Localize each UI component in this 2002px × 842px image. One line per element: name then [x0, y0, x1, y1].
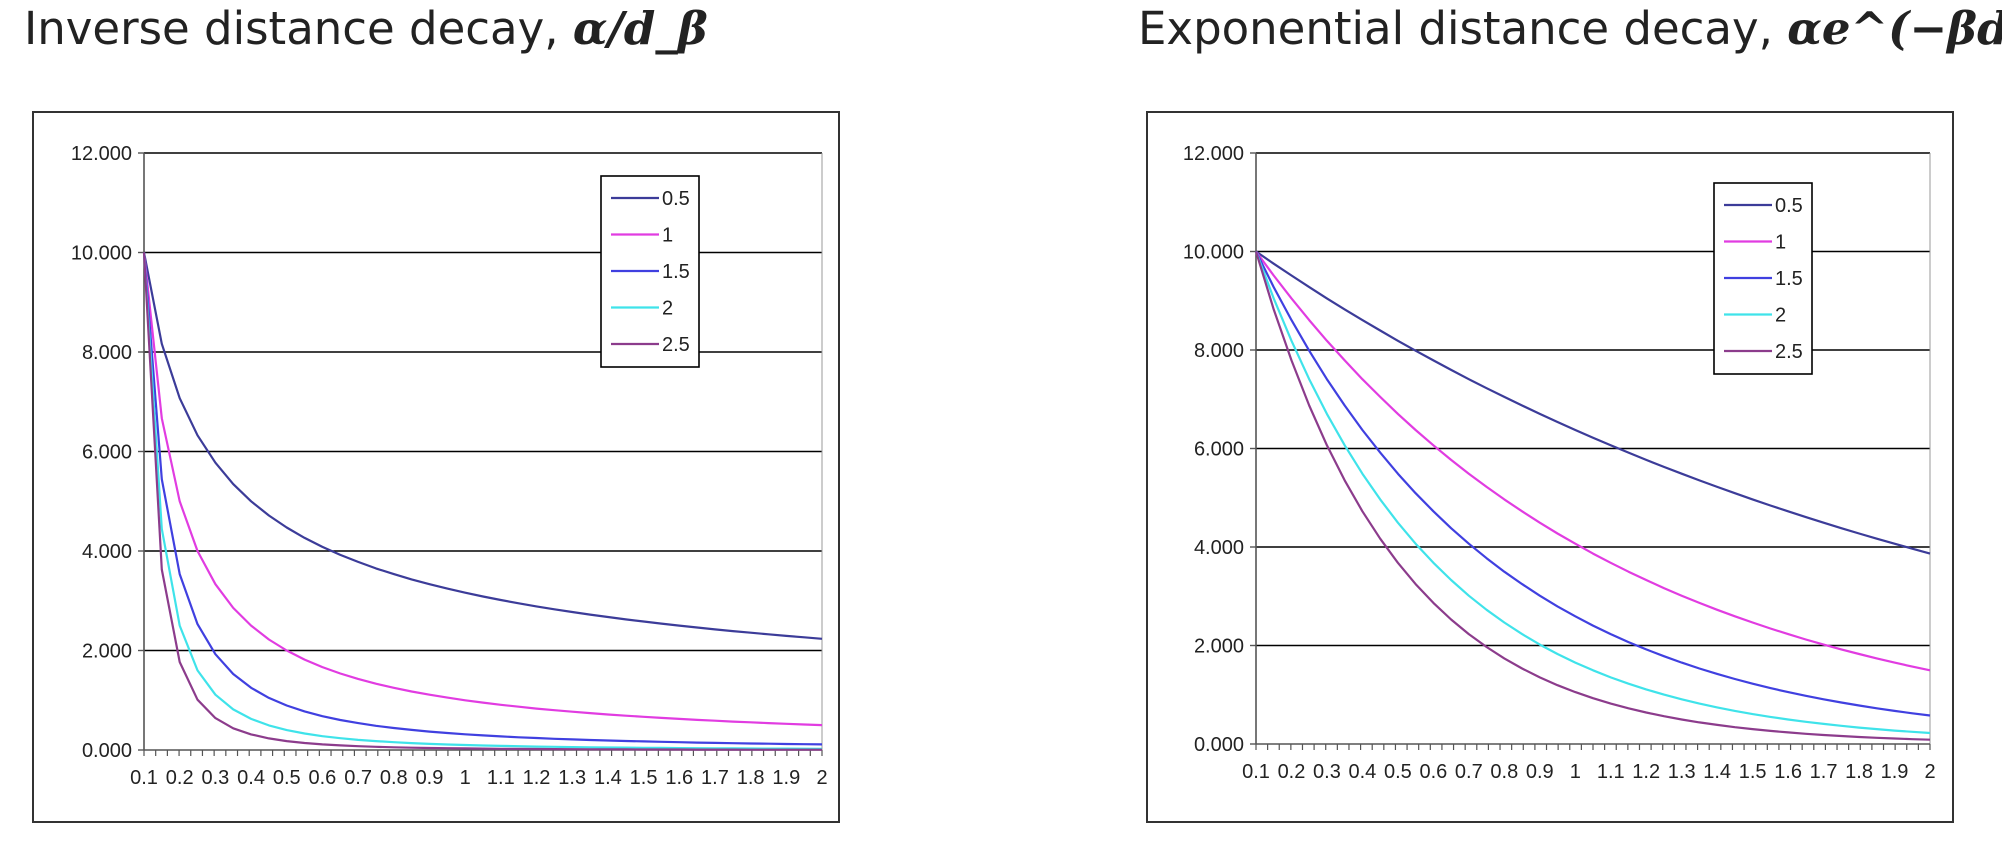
inverse-legend-label: 0.5 — [662, 188, 690, 210]
inverse-series-line-0-5 — [142, 252, 823, 640]
inverse-decay-chart: 0.000 2.000 4.000 6.000 8.000 10.000 12.000 0.1… — [32, 111, 840, 823]
exponential-x-tick-label: 0.4 — [1349, 761, 1377, 783]
chart-title-exponential-formula: αe^(−βd) — [1787, 2, 2002, 55]
inverse-x-tick-label: 1.9 — [772, 767, 800, 789]
exponential-x-tick-label: 1.3 — [1668, 761, 1696, 783]
inverse-legend-label: 1.5 — [662, 261, 690, 283]
inverse-x-tick-label: 1.6 — [665, 767, 693, 789]
exponential-x-tick-label: 0.3 — [1313, 761, 1341, 783]
chart-title-inverse-text: Inverse distance decay, — [24, 2, 573, 55]
inverse-series-line-1 — [142, 252, 823, 727]
exponential-x-tick-label: 1 — [1570, 761, 1581, 783]
inverse-x-tick-label: 0.3 — [201, 767, 229, 789]
exponential-y-tick-label: 0.000 — [1194, 734, 1244, 756]
inverse-x-tick-label: 0.4 — [237, 767, 265, 789]
inverse-series-line-2 — [142, 252, 823, 750]
exponential-x-tick-label: 0.8 — [1490, 761, 1518, 783]
exponential-y-tick-label: 10.000 — [1183, 242, 1244, 264]
inverse-x-tick-label: 0.1 — [130, 767, 158, 789]
inverse-x-tick-label: 1.4 — [594, 767, 622, 789]
exponential-x-tick-label: 0.2 — [1278, 761, 1306, 783]
inverse-y-tick-label: 8.000 — [82, 342, 132, 364]
exponential-legend-label: 1 — [1775, 232, 1786, 254]
exponential-y-tick-label: 4.000 — [1194, 537, 1244, 559]
inverse-y-tick-label: 2.000 — [82, 641, 132, 663]
inverse-series-line-2-5 — [142, 252, 822, 751]
exponential-x-tick-label: 1.4 — [1703, 761, 1731, 783]
inverse-x-tick-label: 0.8 — [380, 767, 408, 789]
exponential-legend-label: 1.5 — [1775, 268, 1803, 290]
exponential-x-tick-label: 0.5 — [1384, 761, 1412, 783]
inverse-x-tick-label: 1.3 — [558, 767, 586, 789]
chart-title-exponential-text: Exponential distance decay, — [1138, 2, 1788, 55]
exponential-legend-label: 2.5 — [1775, 341, 1803, 363]
exponential-legend-label: 0.5 — [1775, 195, 1803, 217]
exponential-x-tick-label: 1.9 — [1881, 761, 1909, 783]
inverse-x-tick-label: 1.2 — [523, 767, 551, 789]
inverse-decay-chart-svg: 0.000 2.000 4.000 6.000 8.000 10.000 12.000 0.1… — [71, 143, 828, 789]
exponential-series-line-2-5 — [1254, 251, 1931, 741]
exponential-x-tick-label: 1.2 — [1632, 761, 1660, 783]
inverse-y-tick-label: 10.000 — [71, 243, 132, 265]
exponential-y-tick-label: 12.000 — [1183, 143, 1244, 165]
exponential-y-tick-label: 8.000 — [1194, 340, 1244, 362]
exponential-decay-chart-svg: 0.000 2.000 4.000 6.000 8.000 10.000 12.000 0.1… — [1183, 143, 1936, 783]
inverse-y-tick-label: 0.000 — [82, 740, 132, 762]
inverse-legend-label: 2.5 — [662, 334, 690, 356]
exponential-x-tick-label: 2 — [1924, 761, 1935, 783]
exponential-x-tick-label: 0.1 — [1242, 761, 1270, 783]
exponential-x-tick-label: 0.7 — [1455, 761, 1483, 783]
inverse-x-tick-label: 1.7 — [701, 767, 729, 789]
inverse-x-tick-label: 0.6 — [309, 767, 337, 789]
inverse-x-tick-label: 0.2 — [166, 767, 194, 789]
chart-title-inverse: Inverse distance decay, α/d_β — [24, 2, 708, 55]
exponential-x-tick-label: 1.8 — [1845, 761, 1873, 783]
exponential-series-line-0-5 — [1255, 250, 1931, 555]
inverse-x-tick-label: 1 — [460, 767, 471, 789]
inverse-x-tick-label: 2 — [816, 767, 827, 789]
exponential-y-tick-label: 2.000 — [1194, 636, 1244, 658]
inverse-x-tick-label: 1.1 — [487, 767, 515, 789]
inverse-legend-label: 1 — [662, 225, 673, 247]
inverse-x-tick-label: 1.5 — [630, 767, 658, 789]
exponential-series-line-1-5 — [1255, 251, 1931, 717]
exponential-series-line-2 — [1254, 251, 1931, 735]
exponential-x-tick-label: 0.9 — [1526, 761, 1554, 783]
inverse-x-tick-label: 0.5 — [273, 767, 301, 789]
chart-title-inverse-formula: α/d_β — [572, 2, 708, 55]
inverse-legend-label: 2 — [662, 298, 673, 320]
exponential-decay-chart: 0.000 2.000 4.000 6.000 8.000 10.000 12.000 0.1… — [1146, 111, 1954, 823]
inverse-x-tick-label: 1.8 — [737, 767, 765, 789]
exponential-series-line-1 — [1255, 250, 1931, 672]
inverse-y-tick-label: 12.000 — [71, 143, 132, 165]
exponential-x-tick-label: 1.1 — [1597, 761, 1625, 783]
inverse-x-tick-label: 0.9 — [416, 767, 444, 789]
exponential-x-tick-label: 1.5 — [1739, 761, 1767, 783]
inverse-y-tick-label: 6.000 — [82, 442, 132, 464]
chart-title-exponential: Exponential distance decay, αe^(−βd) — [1138, 2, 2002, 55]
inverse-x-tick-label: 0.7 — [344, 767, 372, 789]
inverse-y-tick-label: 4.000 — [82, 541, 132, 563]
exponential-y-tick-label: 6.000 — [1194, 439, 1244, 461]
exponential-x-tick-label: 1.6 — [1774, 761, 1802, 783]
exponential-legend-label: 2 — [1775, 305, 1786, 327]
inverse-series-line-1-5 — [142, 252, 823, 746]
exponential-x-tick-label: 0.6 — [1419, 761, 1447, 783]
exponential-x-tick-label: 1.7 — [1810, 761, 1838, 783]
